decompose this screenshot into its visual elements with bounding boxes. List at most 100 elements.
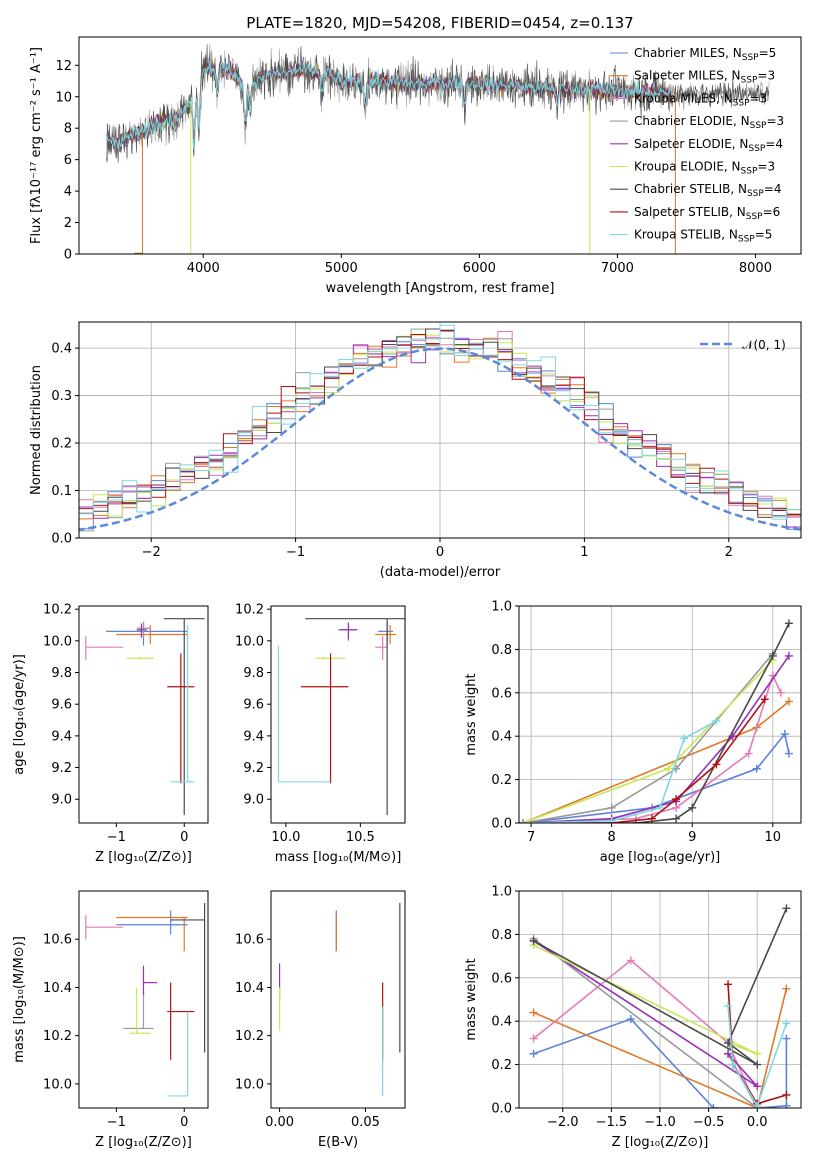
data-point-salpeter_stelib bbox=[760, 695, 769, 704]
spectrum-line-chabrier_elodie bbox=[106, 43, 770, 163]
legend-value: =5 bbox=[755, 228, 773, 242]
y-tick-label: 0.2 bbox=[51, 437, 72, 452]
data-point-kroupa_stelib bbox=[712, 717, 721, 726]
legend-sub: SSP bbox=[748, 144, 765, 154]
y-tick-label: 9.0 bbox=[51, 793, 72, 808]
legend-sub: SSP bbox=[746, 212, 763, 222]
data-point-kroupa_stelib bbox=[728, 1060, 737, 1069]
legend-entry: Salpeter ELODIE, NSSP=4 bbox=[634, 137, 783, 154]
legend-value: =3 bbox=[757, 69, 775, 83]
legend-gaussian: 𝒩(0, 1) bbox=[742, 338, 786, 352]
y-tick-label: 1.0 bbox=[491, 600, 512, 615]
mass-weight-line-kroupa_miles bbox=[522, 673, 782, 823]
data-point-chabrier_miles bbox=[782, 1034, 791, 1043]
data-point-chabrier_miles bbox=[626, 1015, 635, 1024]
data-point-chabrier_stelib bbox=[782, 904, 791, 913]
mass-weight-line-salpeter_miles bbox=[533, 988, 788, 1108]
x-axis-label: Z [log₁₀(Z/Z⊙)] bbox=[95, 850, 192, 865]
y-axis-label: mass [log₁₀(M/M⊙)] bbox=[12, 936, 27, 1063]
legend-entry: Chabrier ELODIE, NSSP=3 bbox=[634, 114, 784, 131]
y-tick-label: 10.0 bbox=[235, 634, 264, 649]
gaussian-curve bbox=[79, 347, 801, 531]
legend-entry: Chabrier MILES, NSSP=5 bbox=[634, 46, 776, 63]
y-tick-label: 9.6 bbox=[243, 698, 264, 713]
y-tick-label: 0.6 bbox=[491, 971, 512, 986]
y-axis-label: Flux [fλ10⁻¹⁷ erg cm⁻² s⁻¹ A⁻¹] bbox=[29, 47, 44, 244]
mass-weight-line-chabrier_elodie bbox=[533, 938, 758, 1108]
y-tick-label: 2 bbox=[64, 216, 72, 231]
legend-entry: Kroupa STELIB, NSSP=5 bbox=[634, 228, 772, 245]
plot-frame bbox=[270, 605, 406, 824]
x-tick-label: 0 bbox=[436, 545, 444, 560]
x-tick-label: 0 bbox=[180, 1115, 188, 1130]
x-axis-label: Z [log₁₀(Z/Z⊙)] bbox=[95, 1135, 192, 1150]
x-tick-label: −0.5 bbox=[693, 1115, 725, 1130]
data-point-kroupa_miles bbox=[626, 956, 635, 965]
data-point-salpeter_miles bbox=[782, 984, 791, 993]
legend-value: =4 bbox=[765, 137, 783, 151]
legend-sub: SSP bbox=[747, 189, 764, 199]
y-tick-label: 0.8 bbox=[491, 643, 512, 658]
data-point-salpeter_stelib bbox=[724, 980, 733, 989]
data-point-chabrier_miles bbox=[529, 1049, 538, 1058]
data-point-salpeter_miles bbox=[784, 697, 793, 706]
x-tick-label: 0.00 bbox=[265, 1115, 294, 1130]
data-point-kroupa_stelib bbox=[724, 1002, 733, 1011]
y-tick-label: 12 bbox=[55, 59, 72, 74]
y-tick-label: 0.0 bbox=[491, 1102, 512, 1117]
plot-frame bbox=[78, 890, 209, 1109]
legend-value: =6 bbox=[763, 205, 781, 219]
y-tick-label: 9.2 bbox=[51, 761, 72, 776]
data-point-kroupa_stelib bbox=[519, 819, 528, 823]
legend-entry: Kroupa ELODIE, NSSP=3 bbox=[634, 160, 775, 177]
data-point-kroupa_miles bbox=[776, 688, 785, 697]
mass-weight-line-kroupa_miles bbox=[533, 959, 758, 1108]
panel-6-plot-area bbox=[85, 903, 206, 1097]
x-tick-label: 2 bbox=[725, 545, 733, 560]
legend-sub: SSP bbox=[733, 98, 750, 108]
mass-weight-line-kroupa_stelib bbox=[727, 1005, 788, 1108]
plot-frame bbox=[518, 890, 802, 1109]
y-tick-label: 0.2 bbox=[491, 773, 512, 788]
data-point-kroupa_stelib bbox=[782, 1019, 791, 1028]
mass-weight-line-chabrier_stelib bbox=[533, 908, 788, 1066]
panel-2-plot-area bbox=[79, 322, 801, 538]
data-point-salpeter_stelib bbox=[712, 760, 721, 769]
data-point-kroupa_elodie bbox=[753, 1049, 762, 1058]
data-point-kroupa_stelib bbox=[680, 734, 689, 743]
mass-weight-line-salpeter_stelib bbox=[523, 698, 766, 823]
legend-entry: Salpeter MILES, NSSP=3 bbox=[634, 69, 775, 86]
legend-entry: Chabrier STELIB, NSSP=4 bbox=[634, 182, 782, 199]
y-axis-label: mass weight bbox=[464, 673, 479, 755]
y-tick-label: 10.2 bbox=[235, 1029, 264, 1044]
x-tick-label: 10 bbox=[765, 830, 782, 845]
x-axis-label: Z [log₁₀(Z/Z⊙)] bbox=[612, 1135, 709, 1150]
x-tick-label: 0.05 bbox=[351, 1115, 380, 1130]
y-tick-label: 6 bbox=[64, 153, 72, 168]
data-point-kroupa_stelib bbox=[656, 803, 664, 812]
y-tick-label: 9.2 bbox=[243, 761, 264, 776]
x-axis-label: mass [log₁₀(M/M⊙)] bbox=[275, 850, 402, 865]
data-point-kroupa_miles bbox=[744, 749, 753, 758]
data-point-chabrier_miles bbox=[780, 730, 789, 739]
legend-sub: SSP bbox=[738, 235, 755, 245]
data-point-salpeter_stelib bbox=[782, 1090, 791, 1099]
data-point-salpeter_elodie bbox=[784, 651, 793, 660]
y-tick-label: 9.0 bbox=[243, 793, 264, 808]
y-tick-label: 10.0 bbox=[235, 1077, 264, 1092]
y-tick-label: 9.6 bbox=[51, 698, 72, 713]
x-tick-label: −1.5 bbox=[596, 1115, 628, 1130]
y-tick-label: 0.6 bbox=[491, 686, 512, 701]
figure-title: PLATE=1820, MJD=54208, FIBERID=0454, z=0… bbox=[246, 14, 633, 32]
legend-entry: Salpeter STELIB, NSSP=6 bbox=[634, 205, 780, 222]
x-tick-label: 8 bbox=[608, 830, 616, 845]
legend-value: =4 bbox=[764, 182, 782, 196]
data-point-chabrier_miles bbox=[784, 749, 793, 758]
data-point-salpeter_stelib bbox=[672, 795, 681, 804]
y-tick-label: 0.0 bbox=[51, 532, 72, 547]
x-axis-label: E(B-V) bbox=[318, 1135, 358, 1150]
y-tick-label: 10.6 bbox=[43, 933, 72, 948]
y-tick-label: 10.0 bbox=[43, 1077, 72, 1092]
data-point-salpeter_miles bbox=[529, 1008, 538, 1017]
